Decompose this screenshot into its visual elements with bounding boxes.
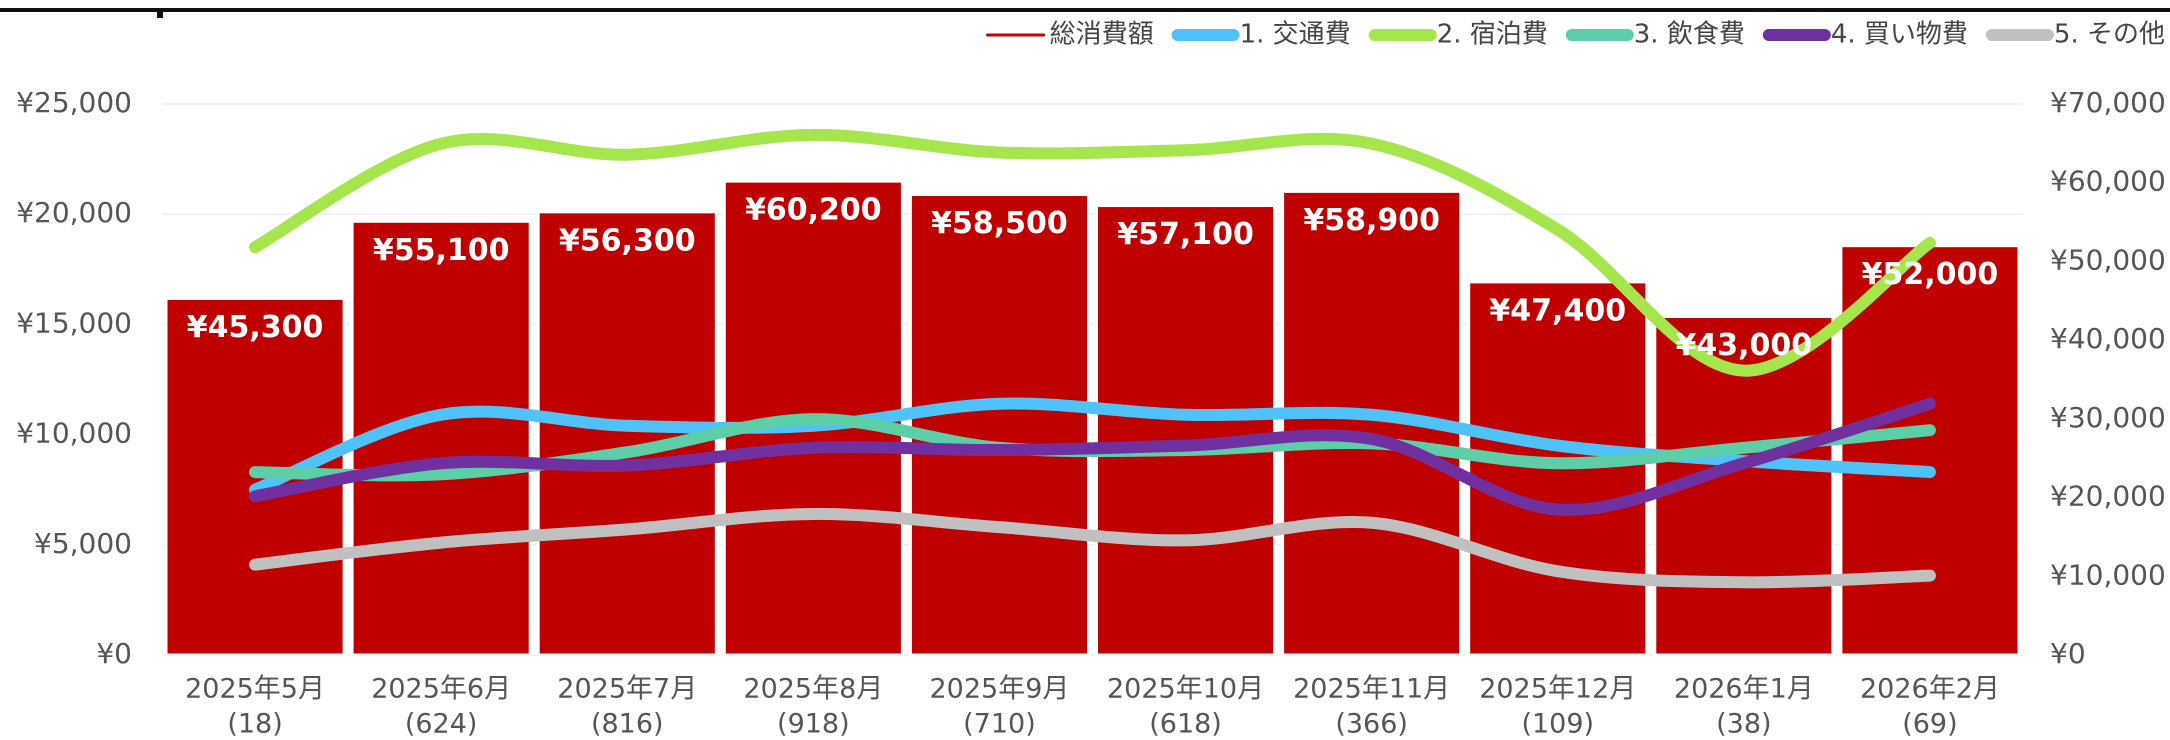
- x-tick-count: (109): [1521, 709, 1594, 740]
- y-tick-label: ¥10,000: [16, 417, 132, 450]
- y2-tick-label: ¥0: [2050, 637, 2086, 670]
- y-tick-label: ¥5,000: [34, 527, 132, 560]
- x-tick-count: (710): [963, 709, 1036, 740]
- x-tick-label: 2025年9月: [929, 674, 1069, 705]
- x-tick-count: (18): [227, 709, 282, 740]
- legend-label: 1. 交通費: [1240, 20, 1351, 50]
- bar-value-label: ¥52,000: [1862, 257, 1999, 292]
- x-tick-label: 2025年7月: [557, 674, 697, 705]
- series-line: [249, 397, 1936, 516]
- bar: [908, 193, 1091, 657]
- legend-item: 5. その他: [1985, 20, 2165, 50]
- legend-item: 4. 買い物費: [1762, 20, 1968, 50]
- bar-value-label: ¥56,300: [559, 223, 696, 258]
- y2-tick-label: ¥70,000: [2050, 86, 2166, 119]
- x-tick-count: (618): [1149, 709, 1222, 740]
- bar-value-label: ¥60,200: [745, 193, 882, 228]
- x-tick-label: 2026年1月: [1674, 674, 1814, 705]
- bar-value-label: ¥58,900: [1303, 203, 1440, 238]
- bar-value-label: ¥47,400: [1489, 293, 1626, 328]
- y2-tick-label: ¥50,000: [2050, 243, 2166, 276]
- y2-tick-label: ¥60,000: [2050, 165, 2166, 198]
- series-line: [249, 128, 1936, 377]
- x-tick-count: (918): [777, 709, 850, 740]
- x-tick-label: 2025年5月: [185, 674, 325, 705]
- x-tick-label: 2025年6月: [371, 674, 511, 705]
- y-tick-label: ¥20,000: [16, 196, 132, 229]
- x-tick-count: (816): [591, 709, 664, 740]
- x-tick-count: (624): [405, 709, 478, 740]
- y2-tick-label: ¥20,000: [2050, 480, 2166, 513]
- bar-value-label: ¥45,300: [187, 310, 324, 345]
- bar-value-label: ¥57,100: [1117, 217, 1254, 252]
- series-line: [249, 507, 1936, 589]
- bar: [1095, 204, 1277, 657]
- legend-label: 2. 宿泊費: [1437, 20, 1548, 50]
- legend-label: 総消費額: [1050, 20, 1154, 50]
- legend-item: 1. 交通費: [1171, 20, 1351, 50]
- x-tick-label: 2026年2月: [1860, 674, 2000, 705]
- bar-value-label: ¥58,500: [931, 206, 1068, 241]
- legend-item: 2. 宿泊費: [1368, 20, 1548, 50]
- bar-value-label: ¥43,000: [1676, 328, 1813, 363]
- x-tick-count: (69): [1902, 709, 1957, 740]
- y2-tick-label: ¥10,000: [2050, 558, 2166, 591]
- y-tick-label: ¥25,000: [16, 86, 132, 119]
- legend-label: 3. 飲食費: [1634, 20, 1745, 50]
- legend-label: 4. 買い物費: [1831, 20, 1968, 50]
- x-tick-label: 2025年12月: [1479, 674, 1636, 705]
- legend-label: 5. その他: [2054, 20, 2165, 50]
- bar: [536, 210, 718, 657]
- y2-tick-label: ¥30,000: [2050, 401, 2166, 434]
- x-tick-count: (366): [1335, 709, 1408, 740]
- x-tick-count: (38): [1716, 709, 1771, 740]
- x-tick-label: 2025年8月: [743, 674, 883, 705]
- x-tick-label: 2025年11月: [1293, 674, 1450, 705]
- y2-tick-label: ¥40,000: [2050, 322, 2166, 355]
- bar: [1839, 244, 2021, 657]
- legend-item: 総消費額: [986, 20, 1154, 50]
- legend-item: 3. 飲食費: [1565, 20, 1745, 50]
- y-tick-label: ¥15,000: [16, 306, 132, 339]
- bar-value-label: ¥55,100: [373, 233, 510, 268]
- y-tick-label: ¥0: [96, 637, 132, 670]
- x-tick-label: 2025年10月: [1107, 674, 1264, 705]
